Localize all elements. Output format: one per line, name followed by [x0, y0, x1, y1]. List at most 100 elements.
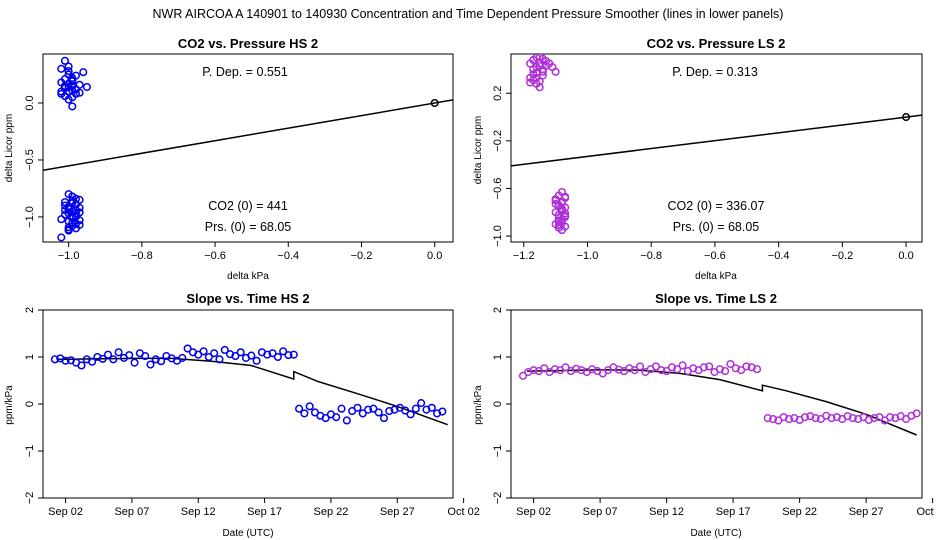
data-point: [332, 413, 341, 422]
data-point: [401, 406, 410, 415]
data-point: [768, 414, 778, 424]
plot-frame: [510, 309, 923, 499]
data-point: [662, 367, 671, 376]
data-point: [561, 192, 570, 201]
data-point: [130, 358, 139, 367]
panel-slope-vs-time-hs: Slope vs. Time HS 2 Date (UTC) ppm/kPa S…: [4, 291, 480, 539]
data-point: [358, 409, 367, 418]
data-point: [538, 71, 547, 80]
data-point: [247, 351, 256, 360]
data-point: [60, 198, 70, 207]
y-tick-label: −0.5: [24, 149, 36, 171]
plot-area: [50, 344, 448, 426]
origin-point: [902, 113, 911, 122]
y-axis-label: ppm/kPa: [4, 385, 15, 425]
data-point: [103, 350, 113, 359]
y-tick-label: −1: [492, 445, 504, 458]
data-point: [50, 355, 59, 364]
x-tick-label: −1.0: [577, 250, 599, 262]
data-point: [635, 362, 645, 371]
data-point: [753, 365, 762, 374]
data-point: [529, 76, 538, 85]
data-point: [199, 347, 208, 356]
x-tick-label: Sep 17: [716, 506, 751, 518]
data-point: [300, 409, 309, 418]
y-tick-label: −1: [24, 445, 36, 458]
data-point: [518, 371, 528, 380]
panel-co2-vs-pressure-ls: CO2 vs. Pressure LS 2 P. Dep. = 0.313 CO…: [473, 36, 923, 282]
data-point: [220, 345, 229, 355]
data-point: [279, 347, 288, 356]
fit-line: [43, 99, 453, 171]
panel-slope-vs-time-ls: Slope vs. Time LS 2 Date (UTC) ppm/kPa S…: [473, 291, 936, 539]
data-point: [263, 350, 272, 359]
data-point: [64, 67, 73, 76]
data-point: [411, 404, 420, 413]
x-tick-label: −0.6: [704, 250, 726, 262]
data-point: [75, 88, 84, 97]
data-point: [114, 348, 123, 357]
data-point: [337, 404, 346, 413]
data-point: [406, 410, 415, 419]
x-tick-label: Sep 27: [380, 506, 415, 518]
data-point: [551, 199, 560, 208]
data-point: [535, 61, 544, 70]
data-point: [146, 360, 155, 369]
panel-title: CO2 vs. Pressure HS 2: [178, 36, 318, 51]
y-axis-label: delta Licor ppm: [473, 116, 484, 184]
y-tick-label: −2: [492, 492, 504, 505]
data-point: [554, 221, 563, 230]
data-point: [82, 82, 91, 92]
x-tick-label: Oct 02: [916, 506, 936, 518]
data-point: [561, 209, 570, 218]
y-tick-label: 2: [492, 307, 504, 313]
data-point: [614, 365, 623, 374]
y-tick-label: 1: [24, 354, 36, 360]
data-point: [886, 413, 895, 422]
x-tick-label: −1.2: [513, 250, 535, 262]
data-point: [763, 414, 772, 423]
x-tick-label: 0.0: [427, 250, 442, 262]
x-axis-label: delta kPa: [227, 271, 269, 282]
plot-area: [518, 360, 921, 436]
plot-area: [43, 56, 453, 242]
data-point: [912, 409, 921, 418]
panel-title: Slope vs. Time LS 2: [655, 291, 777, 306]
x-tick-label: −0.4: [768, 250, 790, 262]
data-point: [268, 349, 277, 358]
y-tick-label: −1.0: [492, 225, 504, 247]
data-point: [141, 352, 150, 361]
data-point: [678, 361, 687, 370]
data-point: [75, 195, 84, 204]
data-point: [252, 356, 261, 365]
data-point: [68, 86, 77, 95]
data-point: [204, 352, 213, 362]
co2-zero-annotation: CO2 (0) = 441: [208, 199, 288, 213]
x-axis-label: delta kPa: [695, 271, 737, 282]
data-point: [57, 233, 66, 242]
y-tick-label: 2: [24, 307, 36, 313]
y-tick-label: 0: [24, 401, 36, 407]
data-point: [71, 219, 80, 228]
y-tick-label: −2: [24, 492, 36, 505]
x-tick-label: Sep 22: [313, 506, 348, 518]
prs-zero-annotation: Prs. (0) = 68.05: [205, 220, 292, 234]
data-point: [305, 402, 314, 411]
prs-zero-annotation: Prs. (0) = 68.05: [673, 220, 760, 234]
plot-area: [511, 54, 922, 235]
x-tick-label: Sep 27: [849, 506, 884, 518]
data-point: [321, 414, 330, 423]
data-point: [417, 399, 426, 408]
data-point: [68, 192, 77, 201]
panel-title: Slope vs. Time HS 2: [186, 291, 309, 306]
y-axis-label: delta Licor ppm: [4, 114, 15, 182]
pdep-annotation: P. Dep. = 0.551: [202, 65, 288, 79]
data-point: [811, 414, 820, 423]
data-point: [77, 361, 86, 370]
x-axis-label: Date (UTC): [222, 528, 273, 539]
data-point: [379, 414, 389, 423]
data-point: [210, 349, 219, 358]
data-point: [60, 56, 70, 65]
data-point: [784, 414, 794, 424]
plot-frame: [510, 53, 923, 243]
